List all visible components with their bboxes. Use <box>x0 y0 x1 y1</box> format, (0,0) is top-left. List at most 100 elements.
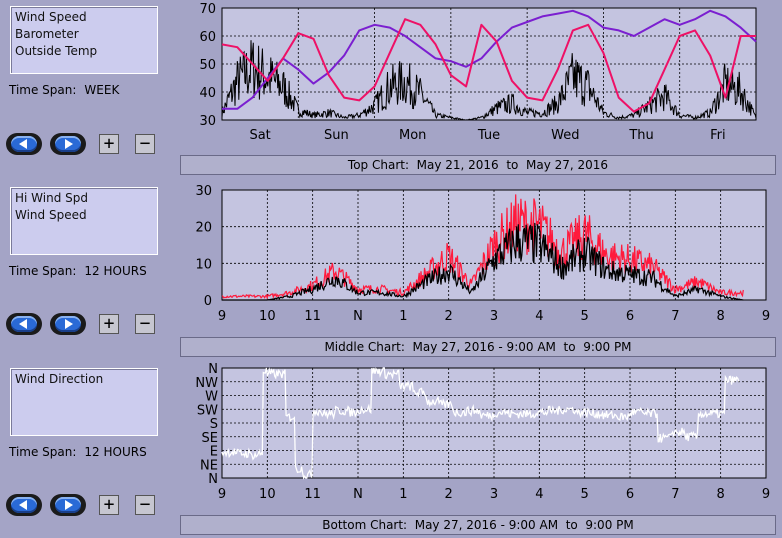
x-tick-label: 8 <box>717 309 725 324</box>
x-tick-label: Fri <box>710 128 726 143</box>
y-tick-label: 0 <box>204 294 212 309</box>
arrow-right-icon <box>65 139 73 149</box>
x-tick-label: 6 <box>626 309 634 324</box>
legend-box-bottom: Wind Direction <box>10 368 158 436</box>
y-tick-label: 30 <box>199 114 216 129</box>
y-tick-label: 70 <box>199 2 216 17</box>
y-tick-label: E <box>210 445 218 460</box>
x-tick-label: 1 <box>399 309 407 324</box>
series-line <box>221 18 756 113</box>
x-tick-label: 10 <box>259 309 276 324</box>
zoom-in-button-bottom[interactable]: + <box>99 495 119 515</box>
x-tick-label: 9 <box>762 309 770 324</box>
series-outside-temp <box>221 18 756 113</box>
x-tick-label: 5 <box>581 487 589 502</box>
y-tick-label: NW <box>195 376 218 391</box>
x-tick-label: 9 <box>218 487 226 502</box>
zoom-out-button-top[interactable]: − <box>135 134 155 154</box>
x-tick-label: Sat <box>249 128 270 143</box>
x-tick-label: 5 <box>581 309 589 324</box>
x-tick-label: Sun <box>324 128 349 143</box>
legend-box-top: Wind Speed Barometer Outside Temp <box>10 6 158 74</box>
x-tick-label: 7 <box>671 309 679 324</box>
prev-button-bottom[interactable] <box>6 494 42 516</box>
series-line <box>222 9 757 110</box>
series-line <box>221 367 740 480</box>
y-tick-label: 10 <box>195 257 212 272</box>
x-tick-label: Thu <box>628 128 653 143</box>
arrow-left-icon <box>19 500 27 510</box>
x-tick-label: N <box>353 487 363 502</box>
timespan-label: Time Span: <box>9 264 77 278</box>
x-tick-label: 4 <box>535 309 543 324</box>
y-tick-label: SE <box>202 431 218 446</box>
timespan-top: Time Span: WEEK <box>9 83 119 97</box>
zoom-in-button-top[interactable]: + <box>99 134 119 154</box>
legend-item: Wind Speed <box>15 208 87 222</box>
timespan-label: Time Span: <box>9 445 77 459</box>
timespan-value: WEEK <box>84 83 120 97</box>
y-tick-label: 40 <box>199 86 216 101</box>
x-tick-label: 2 <box>445 487 453 502</box>
legend-item: Wind Direction <box>15 372 104 386</box>
legend-item: Hi Wind Spd <box>15 191 88 205</box>
timespan-value: 12 HOURS <box>84 264 147 278</box>
x-tick-label: 6 <box>626 487 634 502</box>
prev-button-top[interactable] <box>6 133 42 155</box>
top-chart: 30 40 50 60 70 Sat Sun Mon Tue Wed Thu Fri <box>180 0 776 150</box>
timespan-bottom: Time Span: 12 HOURS <box>9 445 147 459</box>
legend-box-middle: Hi Wind Spd Wind Speed <box>10 187 158 255</box>
y-tick-label: 50 <box>199 58 216 73</box>
arrow-left-icon <box>19 319 27 329</box>
next-button-middle[interactable] <box>50 313 86 335</box>
series-wind-speed <box>221 40 757 121</box>
next-button-bottom[interactable] <box>50 494 86 516</box>
bottom-chart-caption: Bottom Chart: May 27, 2016 - 9:00 AM to … <box>180 515 776 535</box>
caption-text: Top Chart: May 21, 2016 to May 27, 2016 <box>347 158 609 172</box>
timespan-label: Time Span: <box>9 83 77 97</box>
legend-item: Barometer <box>15 27 79 41</box>
x-tick-label: 9 <box>762 487 770 502</box>
y-tick-label: S <box>210 417 218 432</box>
arrow-right-icon <box>65 319 73 329</box>
timespan-value: 12 HOURS <box>84 445 147 459</box>
x-tick-label: Mon <box>399 128 426 143</box>
x-tick-label: 3 <box>490 487 498 502</box>
x-tick-label: 1 <box>399 487 407 502</box>
x-tick-label: 11 <box>304 309 321 324</box>
x-tick-label: 4 <box>535 487 543 502</box>
legend-item: Wind Speed <box>15 10 87 24</box>
legend-item: Outside Temp <box>15 44 98 58</box>
zoom-in-button-middle[interactable]: + <box>99 314 119 334</box>
series-wind-direction <box>221 367 740 480</box>
x-tick-label: N <box>353 309 363 324</box>
y-tick-label: 20 <box>195 221 212 236</box>
arrow-left-icon <box>19 139 27 149</box>
y-tick-label: 30 <box>195 184 212 199</box>
arrow-right-icon <box>65 500 73 510</box>
middle-chart: 0 10 20 30 9 10 11 N 1 2 3 4 5 6 7 8 9 <box>180 178 776 332</box>
x-tick-label: 2 <box>445 309 453 324</box>
top-chart-caption: Top Chart: May 21, 2016 to May 27, 2016 <box>180 155 776 175</box>
next-button-top[interactable] <box>50 133 86 155</box>
series-barometer <box>222 9 757 110</box>
series-line <box>222 222 744 301</box>
x-tick-label: 10 <box>259 487 276 502</box>
x-tick-label: 8 <box>717 487 725 502</box>
middle-chart-caption: Middle Chart: May 27, 2016 - 9:00 AM to … <box>180 337 776 357</box>
zoom-out-button-middle[interactable]: − <box>135 314 155 334</box>
x-tick-label: 9 <box>218 309 226 324</box>
y-tick-label: SW <box>197 403 218 418</box>
caption-text: Bottom Chart: May 27, 2016 - 9:00 AM to … <box>322 518 634 532</box>
y-tick-label: N <box>208 472 218 487</box>
y-tick-label: W <box>205 390 218 405</box>
x-tick-label: Tue <box>477 128 500 143</box>
y-tick-label: NE <box>200 458 218 473</box>
series-line <box>221 40 757 121</box>
x-tick-label: 3 <box>490 309 498 324</box>
x-tick-label: 11 <box>304 487 321 502</box>
prev-button-middle[interactable] <box>6 313 42 335</box>
series-wind-speed <box>222 222 744 301</box>
zoom-out-button-bottom[interactable]: − <box>135 495 155 515</box>
